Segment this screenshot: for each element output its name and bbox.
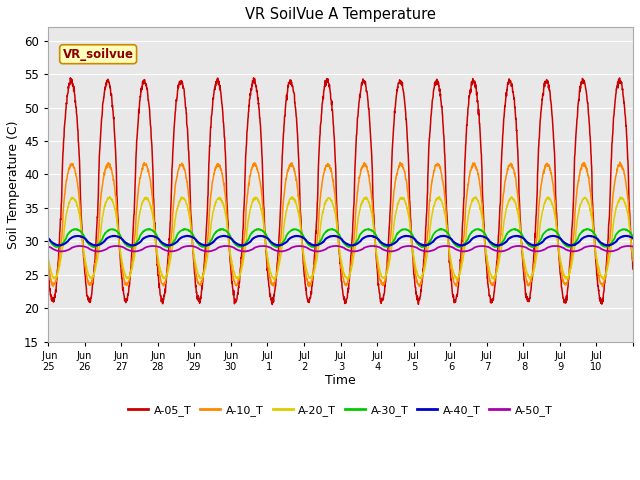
A-20_T: [229, 265, 237, 271]
A-30_T: [621, 227, 629, 232]
A-05_T: [44, 268, 52, 274]
A-10_T: [616, 159, 624, 165]
A-20_T: [550, 208, 558, 214]
Line: A-50_T: A-50_T: [48, 246, 633, 252]
Line: A-40_T: A-40_T: [48, 236, 633, 246]
A-20_T: [621, 199, 629, 205]
A-05_T: [269, 301, 276, 307]
Line: A-10_T: A-10_T: [48, 162, 633, 287]
A-50_T: [376, 245, 383, 251]
A-50_T: [621, 243, 629, 249]
A-05_T: [621, 112, 629, 118]
A-30_T: [90, 244, 97, 250]
A-20_T: [376, 269, 384, 275]
A-40_T: [421, 243, 429, 249]
A-05_T: [229, 288, 237, 294]
A-30_T: [518, 230, 525, 236]
A-10_T: [376, 277, 383, 283]
A-40_T: [102, 236, 110, 242]
A-30_T: [365, 226, 372, 232]
A-10_T: [550, 188, 557, 193]
Y-axis label: Soil Temperature (C): Soil Temperature (C): [7, 120, 20, 249]
A-05_T: [629, 266, 637, 272]
A-10_T: [629, 258, 637, 264]
A-10_T: [44, 259, 52, 264]
A-30_T: [44, 235, 52, 240]
A-40_T: [629, 236, 637, 241]
A-05_T: [518, 238, 525, 244]
A-30_T: [376, 240, 384, 246]
Line: A-05_T: A-05_T: [48, 78, 633, 304]
A-50_T: [44, 244, 52, 250]
A-20_T: [106, 194, 113, 200]
A-20_T: [600, 276, 607, 282]
Text: VR_soilvue: VR_soilvue: [63, 48, 134, 60]
A-05_T: [67, 75, 74, 81]
A-50_T: [629, 244, 637, 250]
A-50_T: [102, 246, 110, 252]
A-40_T: [330, 233, 338, 239]
A-10_T: [517, 234, 525, 240]
A-40_T: [44, 235, 52, 241]
A-40_T: [621, 233, 629, 239]
A-30_T: [229, 239, 237, 244]
A-50_T: [442, 243, 450, 249]
A-20_T: [44, 254, 52, 260]
A-40_T: [376, 239, 384, 244]
A-40_T: [518, 234, 525, 240]
A-05_T: [376, 297, 384, 302]
A-50_T: [518, 243, 525, 249]
A-20_T: [102, 198, 110, 204]
A-50_T: [229, 244, 237, 250]
A-05_T: [550, 147, 558, 153]
Line: A-20_T: A-20_T: [48, 197, 633, 279]
A-10_T: [102, 163, 110, 168]
A-40_T: [229, 237, 237, 243]
X-axis label: Time: Time: [325, 374, 356, 387]
Title: VR SoilVue A Temperature: VR SoilVue A Temperature: [245, 7, 436, 22]
A-10_T: [229, 272, 237, 277]
A-30_T: [629, 235, 637, 241]
A-10_T: [621, 175, 629, 181]
A-30_T: [103, 229, 111, 235]
A-40_T: [550, 233, 558, 239]
A-30_T: [550, 228, 558, 233]
A-05_T: [103, 78, 111, 84]
Legend: A-05_T, A-10_T, A-20_T, A-30_T, A-40_T, A-50_T: A-05_T, A-10_T, A-20_T, A-30_T, A-40_T, …: [124, 401, 557, 420]
A-20_T: [517, 238, 525, 243]
A-10_T: [599, 284, 607, 289]
A-50_T: [550, 243, 558, 249]
A-20_T: [629, 253, 637, 259]
Line: A-30_T: A-30_T: [48, 229, 633, 247]
A-50_T: [460, 249, 468, 254]
